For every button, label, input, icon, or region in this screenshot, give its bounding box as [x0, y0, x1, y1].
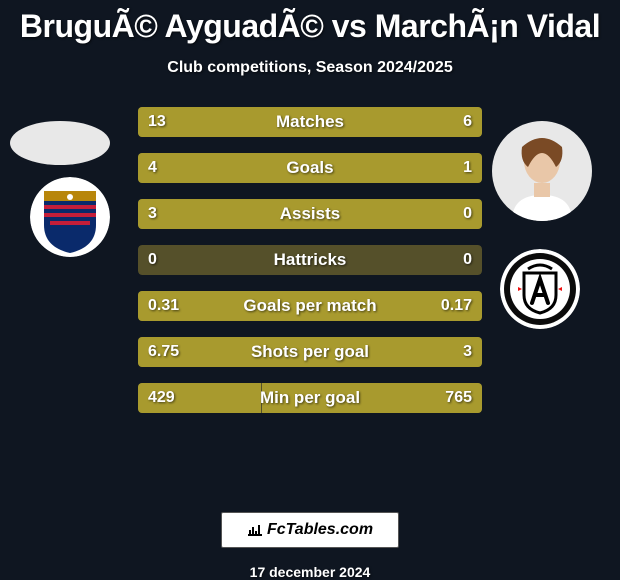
stat-value-right: 3: [453, 337, 482, 367]
source-badge: FcTables.com: [221, 512, 399, 548]
stat-value-left: 4: [138, 153, 167, 183]
stat-value-left: 0.31: [138, 291, 189, 321]
stat-value-right: 765: [435, 383, 482, 413]
stat-value-right: 0.17: [431, 291, 482, 321]
stat-value-left: 429: [138, 383, 185, 413]
card-title: BruguÃ© AyguadÃ© vs MarchÃ¡n Vidal: [20, 8, 600, 45]
stat-row: Matches13 6: [138, 107, 482, 137]
club-badge-left: [30, 177, 110, 257]
card-subtitle: Club competitions, Season 2024/2025: [167, 59, 452, 77]
stat-value-right: 1: [453, 153, 482, 183]
stat-value-left: 0: [138, 245, 167, 275]
stat-value-left: 3: [138, 199, 167, 229]
player-left-portrait: [10, 121, 110, 165]
stat-label: Hattricks: [138, 245, 482, 275]
stat-label: Matches: [138, 107, 482, 137]
stat-value-left: 13: [138, 107, 176, 137]
stat-row: Assists3 0: [138, 199, 482, 229]
content-area: Matches136Goals41Assists30Hattricks00Goa…: [0, 107, 620, 504]
stat-value-left: 6.75: [138, 337, 189, 367]
source-label: FcTables.com: [267, 521, 373, 539]
stat-value-right: 6: [453, 107, 482, 137]
stat-value-right: 0: [453, 245, 482, 275]
stat-label: Min per goal: [138, 383, 482, 413]
stat-row: Goals4 1: [138, 153, 482, 183]
stat-row: Min per goal429 765: [138, 383, 482, 413]
club-badge-right: [500, 249, 580, 329]
stat-label: Assists: [138, 199, 482, 229]
stat-row: Goals per match0.310.17: [138, 291, 482, 321]
stat-value-right: 0: [453, 199, 482, 229]
card-date: 17 december 2024: [250, 564, 371, 580]
stat-row: Hattricks0 0: [138, 245, 482, 275]
chart-icon: [247, 522, 263, 539]
comparison-card: BruguÃ© AyguadÃ© vs MarchÃ¡n Vidal Club …: [0, 0, 620, 580]
player-right-portrait: [492, 121, 592, 221]
stat-label: Shots per goal: [138, 337, 482, 367]
stat-row: Shots per goal6.75 3: [138, 337, 482, 367]
stat-bars: Matches136Goals41Assists30Hattricks00Goa…: [138, 107, 482, 429]
stat-label: Goals: [138, 153, 482, 183]
